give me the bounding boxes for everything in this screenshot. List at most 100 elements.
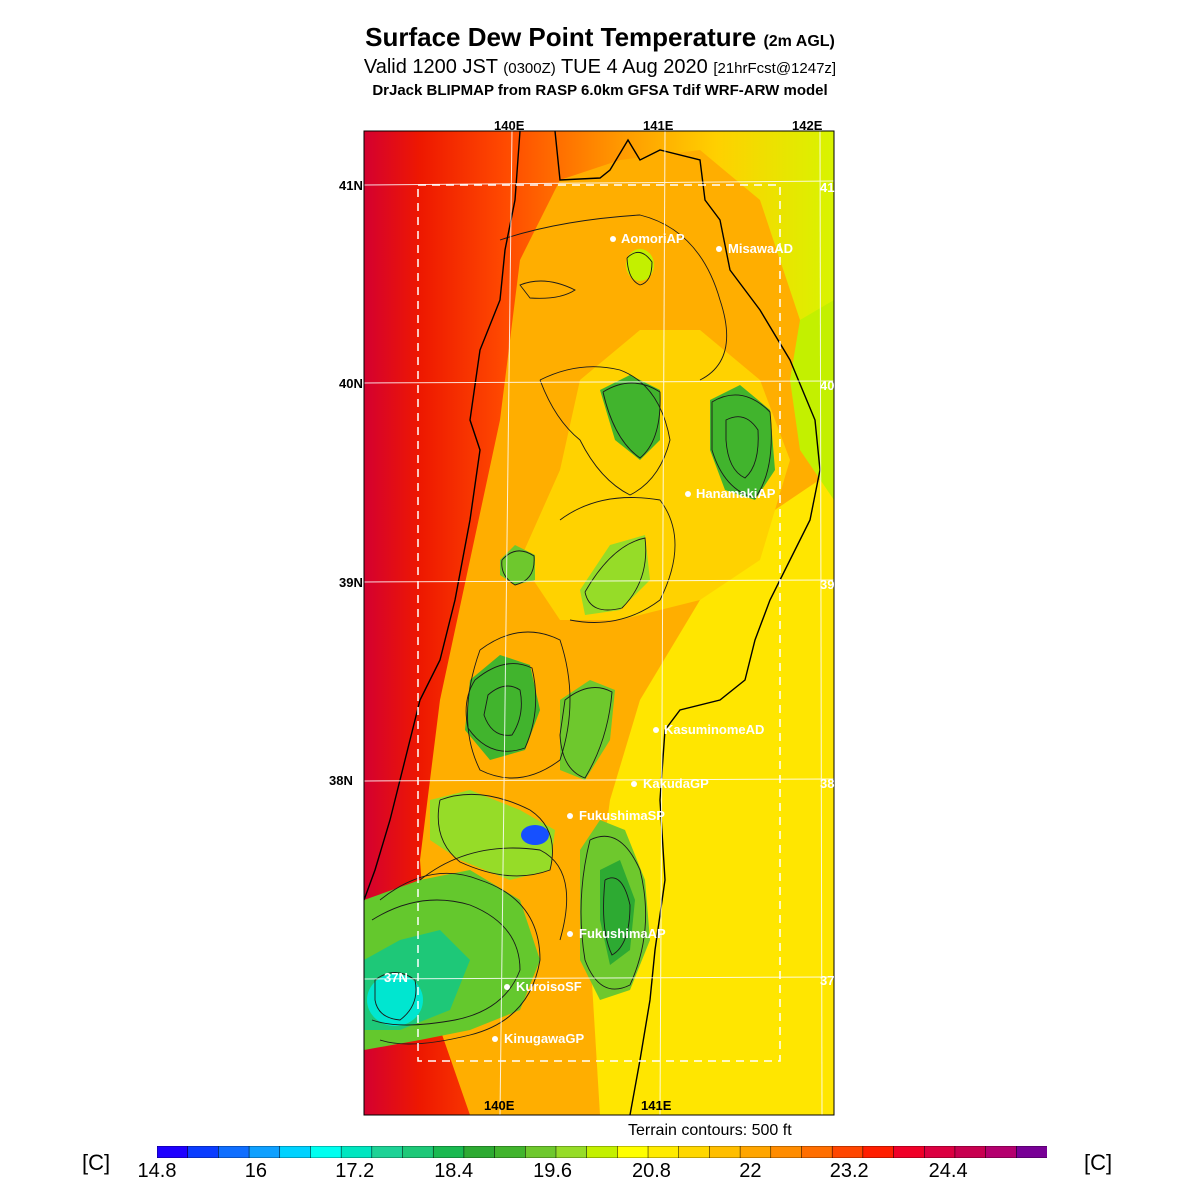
valid-main: Valid 1200 JST [363,56,498,78]
valid-zone: (0300Z) [503,60,556,77]
lon-label-top: 141E [643,118,674,133]
colorbar-tick-label: 20.8 [631,1160,671,1182]
colorbar-swatch [954,1146,987,1158]
terrain-hachimantai [600,375,660,460]
lat-lon-grid [364,131,834,1115]
map-title-main: Surface Dew Point Temperature [365,22,757,52]
station-marker [716,246,722,252]
colorbar-tick-label: 16 [244,1160,267,1182]
colorbar-tick-label: 14.8 [137,1160,177,1182]
lon-label-bottom: 141E [641,1098,672,1113]
station-marker [653,727,659,733]
station-marker [567,931,573,937]
lat-label-right: 37N [820,973,844,988]
station-label: MisawaAD [728,241,794,256]
colorbar-swatch [1016,1146,1047,1158]
colorbar-tick-label: 22 [739,1160,762,1182]
lat-label-right: 41N [820,180,844,195]
lat-label-right: 38N [820,776,844,791]
map-title: Surface Dew Point Temperature (2m AGL) [0,22,1200,53]
colorbar-swatch [525,1146,557,1158]
colorbar-swatch [187,1146,220,1158]
colorbar-swatch [157,1146,189,1158]
station-marker [631,781,637,787]
colorbar-swatch [739,1146,772,1158]
station-label: KinugawaGP [504,1031,585,1046]
station-markers [492,236,722,1042]
colorbar-swatch [617,1146,649,1158]
lat-label-left: 39N [339,575,363,590]
colorbar-tick-label: 19.6 [533,1160,573,1182]
colorbar-swatch [831,1146,864,1158]
colorbar-swatch [310,1146,342,1158]
colorbar-swatch [709,1146,741,1158]
terrain-kitakami [710,385,775,500]
colorbar-swatch [340,1146,373,1158]
terrain-chokai [500,545,535,585]
terrain-blue-peak [521,825,549,845]
map-title-sub: (2m AGL) [763,33,835,50]
colorbar-tick-label: 18.4 [434,1160,474,1182]
terrain-contour-note: Terrain contours: 500 ft [628,1122,792,1139]
colorbar-unit-right: [C] [1084,1150,1113,1175]
station-label: FukushimaAP [579,926,666,941]
colorbar-swatch [463,1146,496,1158]
station-label: FukushimaSP [579,808,665,823]
colorbar-swatch [678,1146,711,1158]
terrain-fukushima-core [600,860,635,965]
terrain-zao [465,655,540,760]
land-yellow-field [590,470,834,1115]
station-label: KakudaGP [643,776,709,791]
station-label: KuroisoSF [516,979,582,994]
colorbar-swatch [432,1146,465,1158]
coastline-west [364,131,521,901]
colorbar-swatch [862,1146,895,1158]
lon-label-top: 140E [494,118,525,133]
colorbar-tick-label: 24.4 [928,1160,968,1182]
colorbar-swatch [985,1146,1018,1158]
colorbar-swatch [555,1146,588,1158]
lat-label-left: 41N [339,178,363,193]
lat-label-right: 39N [820,577,844,592]
lat-label-left: 37N [384,970,408,985]
valid-time-line: Valid 1200 JST (0300Z) TUE 4 Aug 2020 [2… [0,56,1200,79]
station-label: HanamakiAP [696,486,776,501]
station-marker [504,984,510,990]
terrain-zao-east [560,680,615,780]
colorbar-swatch [923,1146,956,1158]
station-marker [685,491,691,497]
terrain-west-basin [430,790,555,880]
model-line: DrJack BLIPMAP from RASP 6.0km GFSA Tdif… [372,82,828,99]
lon-label-bottom: 140E [484,1098,515,1113]
map-frame [363,130,835,1116]
station-label: KasuminomeAD [664,722,765,737]
colorbar-swatch [801,1146,833,1158]
domain-boundary [417,184,781,1062]
colorbar-swatch [770,1146,803,1158]
station-marker [610,236,616,242]
colorbar-swatch [647,1146,680,1158]
station-marker [492,1036,498,1042]
lat-label-right: 40N [820,378,844,393]
valid-date: TUE 4 Aug 2020 [560,56,708,78]
lon-label-top: 142E [792,118,823,133]
colorbar-swatch [371,1146,404,1158]
colorbar-swatch [279,1146,312,1158]
station-marker [567,813,573,819]
colorbar-unit-left: [C] [82,1150,111,1175]
lat-label-left: 38N [329,773,353,788]
terrain-hakkoda [626,249,654,281]
colorbar-swatch [893,1146,925,1158]
lat-label-left: 40N [339,376,363,391]
colorbar-swatch [218,1146,250,1158]
terrain-east-coast-green [790,300,834,500]
colorbar-tick-label: 23.2 [829,1160,869,1182]
colorbar-tick-label: 17.2 [335,1160,375,1182]
colorbar [157,1146,1047,1158]
station-label: AomoriAP [621,231,685,246]
colorbar-swatch [494,1146,527,1158]
colorbar-swatch [248,1146,281,1158]
valid-forecast: [21hrFcst@1247z] [713,60,837,77]
colorbar-swatch [402,1146,434,1158]
